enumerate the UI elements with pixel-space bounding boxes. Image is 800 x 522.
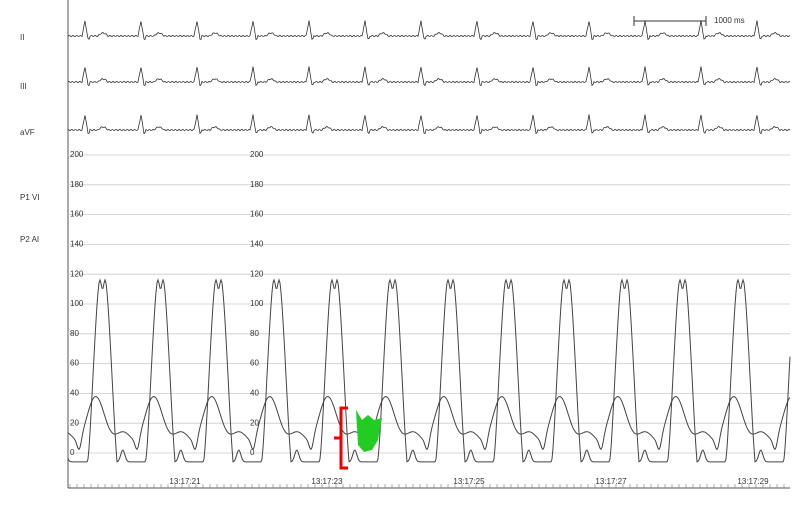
y-tick-label: 60 bbox=[250, 359, 259, 368]
y-tick-label: 100 bbox=[70, 299, 84, 308]
time-label: 13:17:21 bbox=[169, 477, 201, 486]
y-tick-label: 40 bbox=[250, 389, 259, 398]
y-tick-label: 0 bbox=[70, 448, 75, 457]
pressure-trace bbox=[67, 395, 791, 451]
y-tick-label: 200 bbox=[70, 150, 84, 159]
scale-bar-label: 1000 ms bbox=[714, 16, 745, 25]
y-tick-label: 80 bbox=[70, 329, 79, 338]
y-tick-label: 120 bbox=[70, 269, 84, 278]
channel-label: P1 VI bbox=[20, 193, 40, 202]
y-tick-label: 180 bbox=[70, 180, 84, 189]
y-tick-label: 100 bbox=[250, 299, 264, 308]
lead-label: II bbox=[20, 33, 24, 42]
y-tick-label: 140 bbox=[70, 240, 84, 249]
time-label: 13:17:23 bbox=[311, 477, 343, 486]
time-label: 13:17:29 bbox=[737, 477, 769, 486]
time-label: 13:17:25 bbox=[453, 477, 485, 486]
green-annotation bbox=[356, 410, 382, 452]
y-tick-label: 20 bbox=[70, 418, 79, 427]
ecg-trace bbox=[67, 114, 791, 135]
ecg-trace bbox=[67, 66, 791, 87]
y-tick-label: 140 bbox=[250, 240, 264, 249]
y-tick-label: 80 bbox=[250, 329, 259, 338]
y-tick-label: 180 bbox=[250, 180, 264, 189]
y-tick-label: 160 bbox=[70, 210, 84, 219]
lead-label: III bbox=[20, 82, 27, 91]
y-tick-label: 60 bbox=[70, 359, 79, 368]
y-tick-label: 20 bbox=[250, 418, 259, 427]
y-tick-label: 0 bbox=[250, 448, 255, 457]
time-label: 13:17:27 bbox=[595, 477, 627, 486]
y-tick-label: 120 bbox=[250, 269, 264, 278]
y-tick-label: 200 bbox=[250, 150, 264, 159]
channel-label: P2 AI bbox=[20, 235, 39, 244]
y-tick-label: 40 bbox=[70, 389, 79, 398]
y-tick-label: 160 bbox=[250, 210, 264, 219]
lead-label: aVF bbox=[20, 128, 35, 137]
ecg-trace bbox=[67, 20, 791, 41]
pressure-trace bbox=[67, 278, 791, 463]
